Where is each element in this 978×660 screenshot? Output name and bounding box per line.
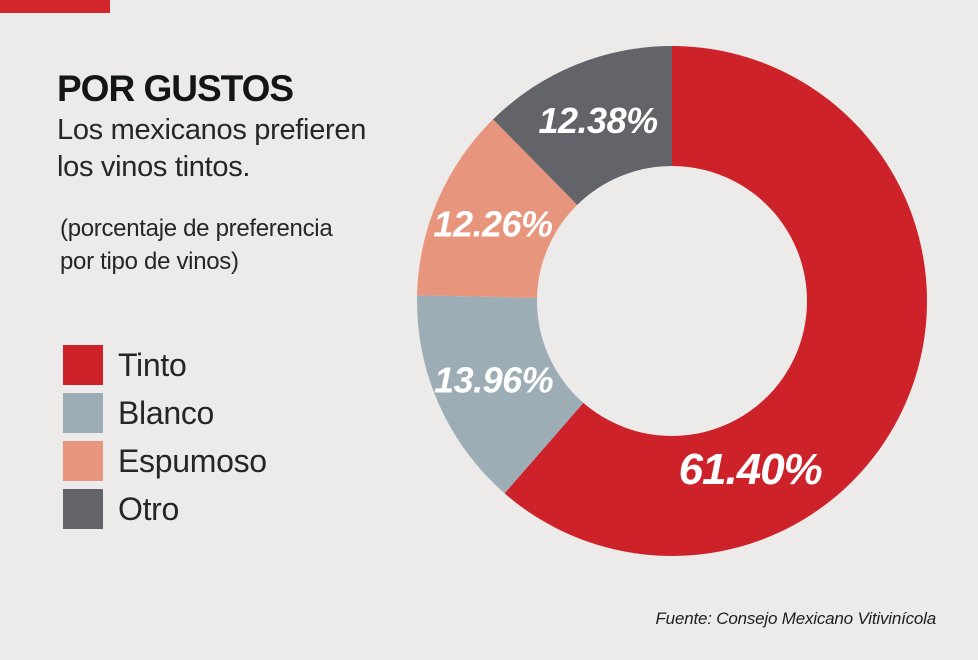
slice-tinto xyxy=(504,46,928,556)
legend-item-tinto: Tinto xyxy=(63,345,267,385)
legend-swatch-otro xyxy=(63,489,103,529)
slice-otro xyxy=(493,46,672,205)
header: POR GUSTOS xyxy=(57,68,294,109)
source-credit: Fuente: Consejo Mexicano Vitivinícola xyxy=(655,609,937,628)
slice-label-espumoso: 12.26% xyxy=(433,203,553,244)
legend-label-espumoso: Espumoso xyxy=(118,442,267,479)
top-accent-bar xyxy=(0,0,110,13)
slice-blanco xyxy=(417,295,584,494)
legend-label-otro: Otro xyxy=(118,490,180,527)
legend: Tinto Blanco Espumoso Otro xyxy=(63,345,267,529)
legend-item-blanco: Blanco xyxy=(63,393,267,433)
slice-label-blanco: 13.96% xyxy=(434,359,554,400)
legend-item-otro: Otro xyxy=(63,489,267,529)
slice-espumoso xyxy=(417,119,578,298)
legend-label-blanco: Blanco xyxy=(118,394,215,431)
legend-swatch-espumoso xyxy=(63,441,103,481)
slice-label-otro: 12.38% xyxy=(539,100,659,141)
legend-swatch-tinto xyxy=(63,345,103,385)
chart-subtitle: Los mexicanos prefieren los vinos tintos… xyxy=(57,114,367,183)
chart-note: (porcentaje de preferencia por tipo de v… xyxy=(60,215,333,275)
legend-item-espumoso: Espumoso xyxy=(63,441,267,481)
page-title: POR GUSTOS xyxy=(57,68,294,109)
legend-swatch-blanco xyxy=(63,393,103,433)
legend-label-tinto: Tinto xyxy=(118,346,187,383)
slice-label-tinto: 61.40% xyxy=(679,445,822,494)
